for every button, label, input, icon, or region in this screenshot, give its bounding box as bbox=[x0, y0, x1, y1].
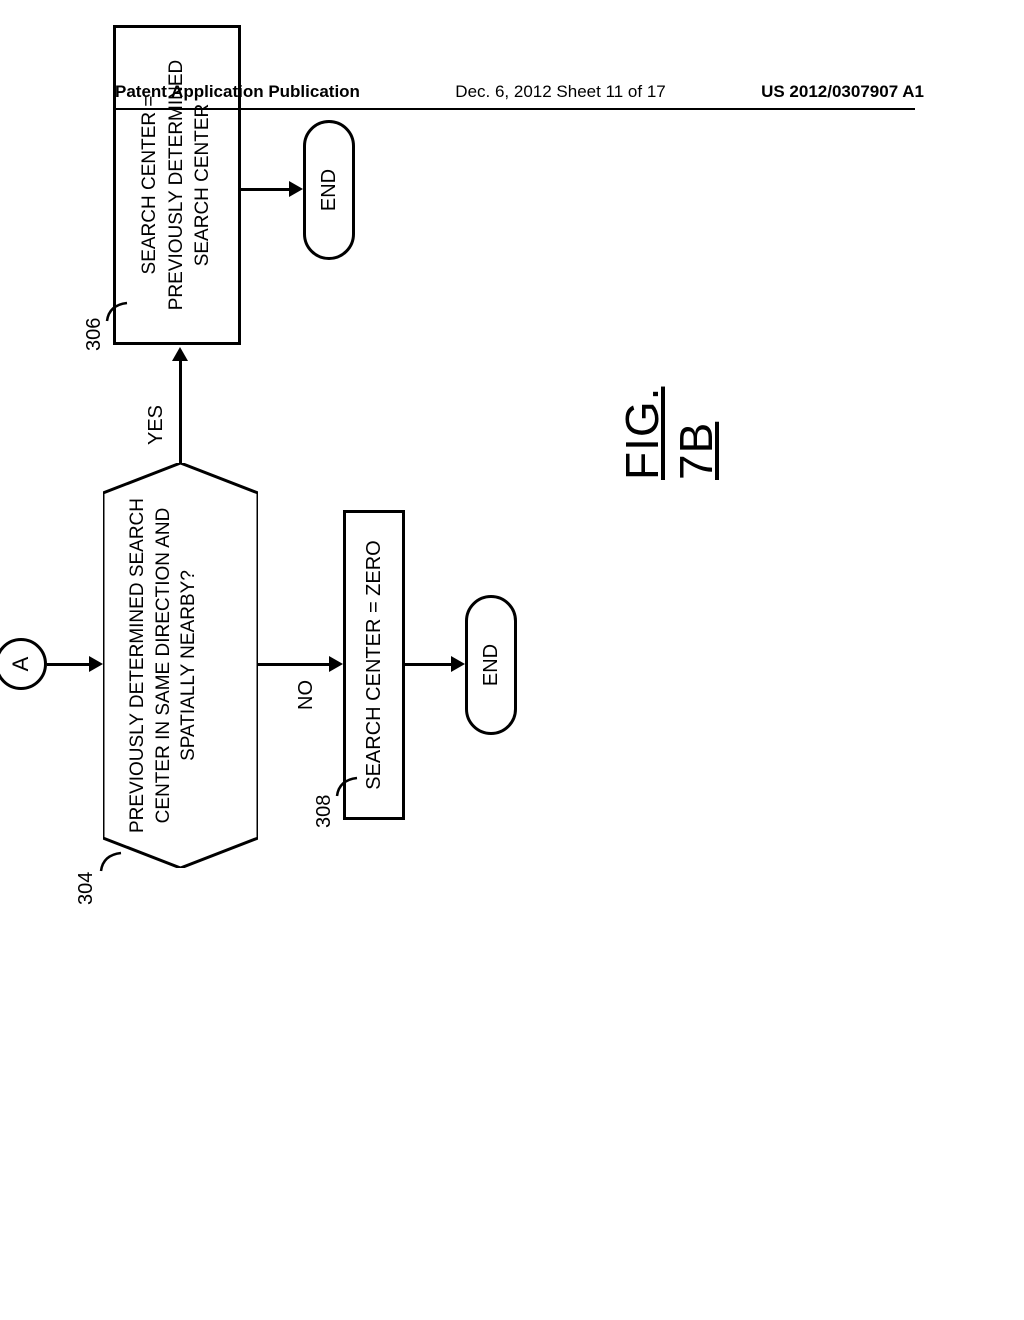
flowchart-diagram: A 304 PREVIOUSLY DETERMINED SEARCH CENTE… bbox=[0, 410, 895, 850]
arrowhead-308-to-end bbox=[451, 656, 465, 672]
decision-text: PREVIOUSLY DETERMINED SEARCH CENTER IN S… bbox=[125, 493, 202, 838]
arrowhead-yes bbox=[172, 347, 188, 361]
ref-308: 308 bbox=[313, 795, 336, 828]
end-right-label: END bbox=[318, 169, 341, 211]
ref-308-hook bbox=[335, 774, 359, 798]
arrowhead-306-to-end bbox=[289, 181, 303, 197]
terminator-end-left: END bbox=[465, 595, 517, 735]
end-left-label: END bbox=[480, 644, 503, 686]
process-306: SEARCH CENTER = PREVIOUSLY DETERMINED SE… bbox=[113, 25, 241, 345]
arrow-no bbox=[258, 663, 331, 666]
ref-304: 304 bbox=[75, 872, 98, 905]
connector-a-label: A bbox=[8, 657, 34, 672]
process-308-text: SEARCH CENTER = ZERO bbox=[363, 540, 386, 789]
arrow-a-to-decision bbox=[47, 663, 91, 666]
arrowhead-no bbox=[329, 656, 343, 672]
arrow-306-to-end bbox=[241, 188, 291, 191]
terminator-end-right: END bbox=[303, 120, 355, 260]
header-right: US 2012/0307907 A1 bbox=[761, 82, 924, 102]
ref-306-hook bbox=[105, 299, 129, 323]
connector-a-circle: A bbox=[0, 638, 47, 690]
decision-node: PREVIOUSLY DETERMINED SEARCH CENTER IN S… bbox=[103, 463, 258, 868]
ref-306: 306 bbox=[83, 318, 106, 351]
arrow-308-to-end bbox=[405, 663, 453, 666]
yes-label: YES bbox=[145, 405, 168, 445]
no-label: NO bbox=[295, 680, 318, 710]
arrow-yes bbox=[179, 359, 182, 463]
figure-label: FIG. 7B bbox=[615, 387, 723, 480]
header-mid: Dec. 6, 2012 Sheet 11 of 17 bbox=[455, 82, 665, 102]
arrowhead-a-to-decision bbox=[89, 656, 103, 672]
process-306-text: SEARCH CENTER = PREVIOUSLY DETERMINED SE… bbox=[137, 36, 217, 334]
process-306-wrap: 306 SEARCH CENTER = PREVIOUSLY DETERMINE… bbox=[113, 25, 241, 345]
process-308-wrap: 308 SEARCH CENTER = ZERO bbox=[343, 510, 405, 820]
